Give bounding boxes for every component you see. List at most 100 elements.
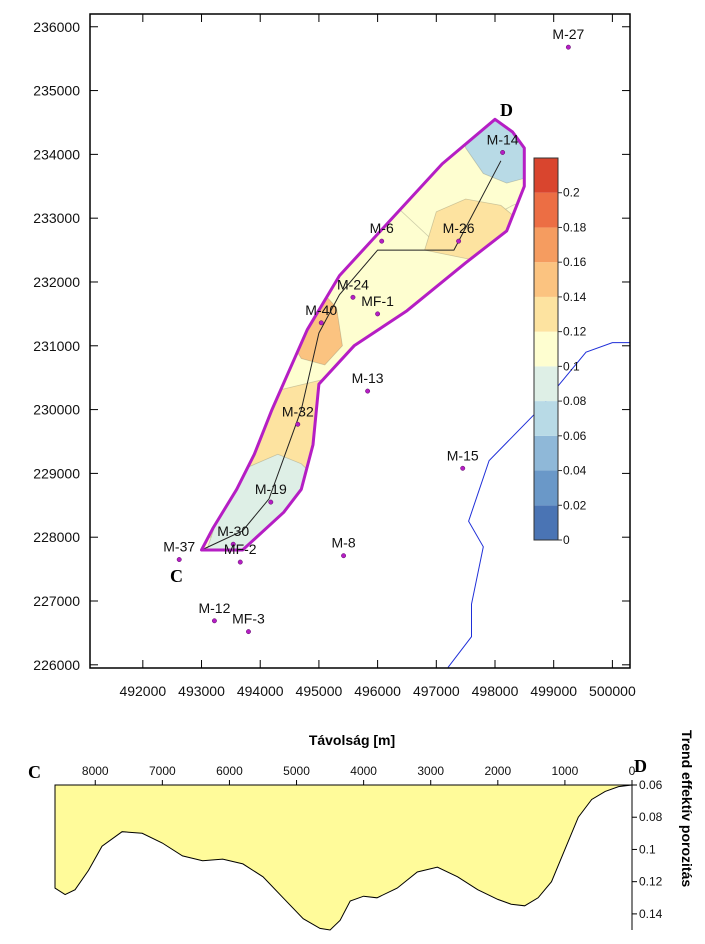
- colorbar-swatch: [534, 435, 558, 471]
- well-label: M-26: [443, 220, 475, 236]
- well-label: M-27: [552, 26, 584, 42]
- contour-band-0-06-0-08: [459, 119, 525, 184]
- well-label: M-30: [217, 523, 249, 539]
- well-label: M-14: [487, 131, 519, 147]
- map-x-tick-label: 495000: [296, 683, 343, 699]
- colorbar-swatch: [534, 331, 558, 367]
- section-x-tick-label: 3000: [417, 764, 444, 778]
- map-y-tick-label: 236000: [33, 19, 80, 35]
- well-label: M-40: [305, 302, 337, 318]
- well-label: MF-3: [232, 611, 265, 627]
- cross-section-panel: 8000 7000 6000 5000 4000 3000 2000 1000 00.06 0.0…: [28, 730, 695, 931]
- colorbar-tick-label: 0.06: [563, 429, 587, 443]
- map-y-tick-label: 235000: [33, 83, 80, 99]
- map-y-tick-label: 234000: [33, 146, 80, 162]
- study-area-boundary: [200, 117, 526, 552]
- map-x-tick-label: 496000: [354, 683, 401, 699]
- colorbar-tick-label: 0.04: [563, 464, 587, 478]
- well-m-15: M-15: [447, 447, 479, 471]
- contour-band-0-12-0-14: [201, 230, 525, 538]
- section-x-tick-label: 6000: [216, 764, 243, 778]
- map-x-tick-label: 497000: [413, 683, 460, 699]
- section-start-label: C: [28, 762, 41, 782]
- well-m-13: M-13: [352, 370, 384, 394]
- map-x-tick-label: 492000: [119, 683, 166, 699]
- section-x-tick-label: 2000: [484, 764, 511, 778]
- well-label: M-8: [332, 535, 356, 551]
- well-label: M-24: [337, 276, 369, 292]
- well-m-8: M-8: [332, 535, 356, 559]
- well-m-24: M-24: [337, 276, 369, 300]
- well-label: M-15: [447, 447, 479, 463]
- distance-axis-title: Távolság [m]: [309, 732, 395, 748]
- well-label: M-12: [198, 600, 230, 616]
- section-x-tick-label: 1000: [552, 764, 579, 778]
- well-m-14: M-14: [487, 131, 519, 155]
- colorbar-swatch: [534, 505, 558, 540]
- colorbar-swatch: [534, 401, 558, 436]
- map-x-tick-label: 498000: [472, 683, 519, 699]
- well-m-32: M-32: [282, 403, 314, 427]
- colorbar-tick-label: 0.12: [563, 325, 587, 339]
- section-line-c-d: [201, 160, 502, 551]
- section-x-tick-label: 7000: [149, 764, 176, 778]
- well-label: M-13: [352, 370, 384, 386]
- well-label: M-6: [370, 220, 394, 236]
- porosity-axis-title: Trend effektív porozitás: [679, 730, 695, 887]
- colorbar-frame: [533, 157, 559, 541]
- colorbar-tick-label: 0.16: [563, 255, 587, 269]
- section-x-tick-label: 8000: [82, 764, 109, 778]
- section-y-tick-label: 0.06: [639, 778, 663, 792]
- colorbar-tick-label: 0: [563, 533, 570, 547]
- map-y-tick-label: 229000: [33, 465, 80, 481]
- well-label: MF-1: [361, 293, 394, 309]
- colorbar-tick-label: 0.2: [563, 186, 580, 200]
- well-m-37: M-37: [163, 539, 195, 562]
- porosity-area: [54, 784, 633, 931]
- well-m-27: M-27: [552, 26, 585, 50]
- colorbar-swatch: [534, 470, 558, 506]
- map-y-tick-label: 233000: [33, 210, 80, 226]
- river-line: [447, 342, 630, 668]
- well-m-6: M-6: [370, 220, 394, 244]
- colorbar-tick-label: 0.18: [563, 220, 587, 234]
- section-end-label-map: D: [500, 100, 513, 120]
- well-m-30: M-30: [217, 523, 249, 547]
- colorbar-tick-label: 0.14: [563, 290, 587, 304]
- well-m-19: M-19: [255, 481, 287, 505]
- section-x-tick-label: 5000: [283, 764, 310, 778]
- map-frame: [89, 13, 631, 669]
- section-x-tick-label: 4000: [350, 764, 377, 778]
- well-mf-1: MF-1: [361, 293, 394, 317]
- well-m-12: M-12: [198, 600, 231, 624]
- well-label: M-32: [282, 403, 314, 419]
- colorbar-swatch: [534, 262, 558, 297]
- map-y-tick-label: 226000: [33, 657, 80, 673]
- section-end-label: D: [634, 756, 647, 776]
- section-x-tick-label: 0: [629, 764, 636, 778]
- well-label: M-37: [163, 539, 195, 555]
- colorbar: 0 0.02 0.04 0.06 0.08 0.1 0.12 0.14 0.16 0.18 0.2: [533, 157, 587, 547]
- colorbar-swatch: [534, 158, 558, 193]
- section-axes: 8000 7000 6000 5000 4000 3000 2000 1000 00.06 0.0…: [82, 764, 663, 921]
- map-x-tick-label: 499000: [530, 683, 577, 699]
- colorbar-tick-label: 0.08: [563, 394, 587, 408]
- section-y-tick-label: 0.12: [639, 875, 663, 889]
- colorbar-tick-label: 0.02: [563, 498, 587, 512]
- well-mf-2: MF-2: [224, 541, 257, 565]
- well-m-26: M-26: [443, 220, 475, 244]
- colorbar-swatch: [534, 227, 558, 263]
- well-mf-3: MF-3: [232, 611, 265, 635]
- map-y-tick-label: 231000: [33, 338, 80, 354]
- section-y-tick-label: 0.1: [639, 842, 656, 856]
- map-x-tick-label: 494000: [237, 683, 284, 699]
- well-label: MF-2: [224, 541, 257, 557]
- well-label: M-19: [255, 481, 287, 497]
- section-start-label-map: C: [170, 566, 183, 586]
- colorbar-tick-label: 0.1: [563, 359, 580, 373]
- map-y-tick-label: 228000: [33, 529, 80, 545]
- well-m-40: M-40: [305, 302, 337, 326]
